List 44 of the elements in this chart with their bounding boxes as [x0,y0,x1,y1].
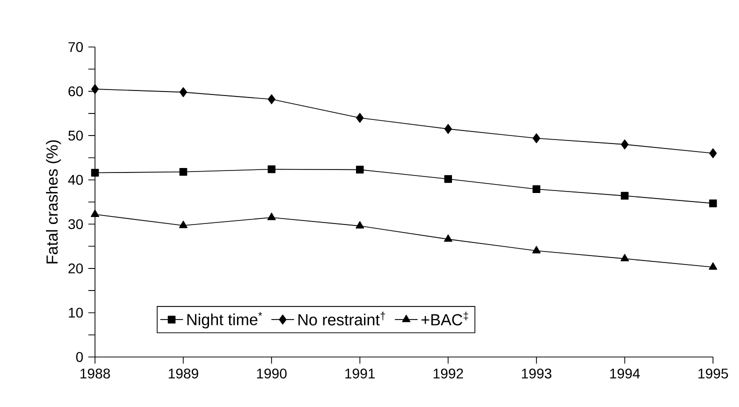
y-tick-label: 40 [68,174,83,185]
point [179,220,188,228]
point [532,246,541,254]
point [91,168,99,177]
point [356,221,364,229]
legend-label: Night time$^{*}$ [187,312,262,328]
point [356,112,364,123]
point [620,254,629,262]
point [444,175,452,183]
x-tick-label: 1990 [257,368,287,379]
point [268,165,276,174]
point [709,199,717,208]
y-tick-label: 10 [68,308,83,318]
point [179,168,188,176]
x-tick-label: 1992 [434,368,463,379]
y-tick-label: 0 [76,352,83,362]
x-tick-label: 1989 [168,368,198,379]
point [267,212,276,220]
point [356,166,364,174]
y-tick-label: 20 [68,263,83,274]
x-tick-label: 1995 [698,368,728,379]
point [709,148,717,158]
legend-label: No restraint$^{†}$ [298,312,386,326]
point [444,124,452,134]
point [532,185,540,194]
point [179,87,188,98]
y-tick-label: 70 [68,42,83,52]
point [708,262,718,270]
y-axis-title: Fatal crashes (%) [46,140,61,264]
y-tick-label: 30 [68,219,83,230]
point [90,210,100,217]
legend-label: +BAC$^{‡}$ [421,312,468,326]
point [444,234,452,242]
x-tick-label: 1991 [345,368,375,379]
x-tick-label: 1988 [80,368,110,379]
y-tick-label: 50 [68,130,83,141]
point [532,133,540,144]
point [620,139,629,150]
point [268,94,276,104]
y-tick-label: 60 [68,86,83,96]
point [91,84,99,94]
x-tick-label: 1994 [610,368,640,379]
point [620,192,629,200]
x-tick-label: 1993 [522,368,552,379]
